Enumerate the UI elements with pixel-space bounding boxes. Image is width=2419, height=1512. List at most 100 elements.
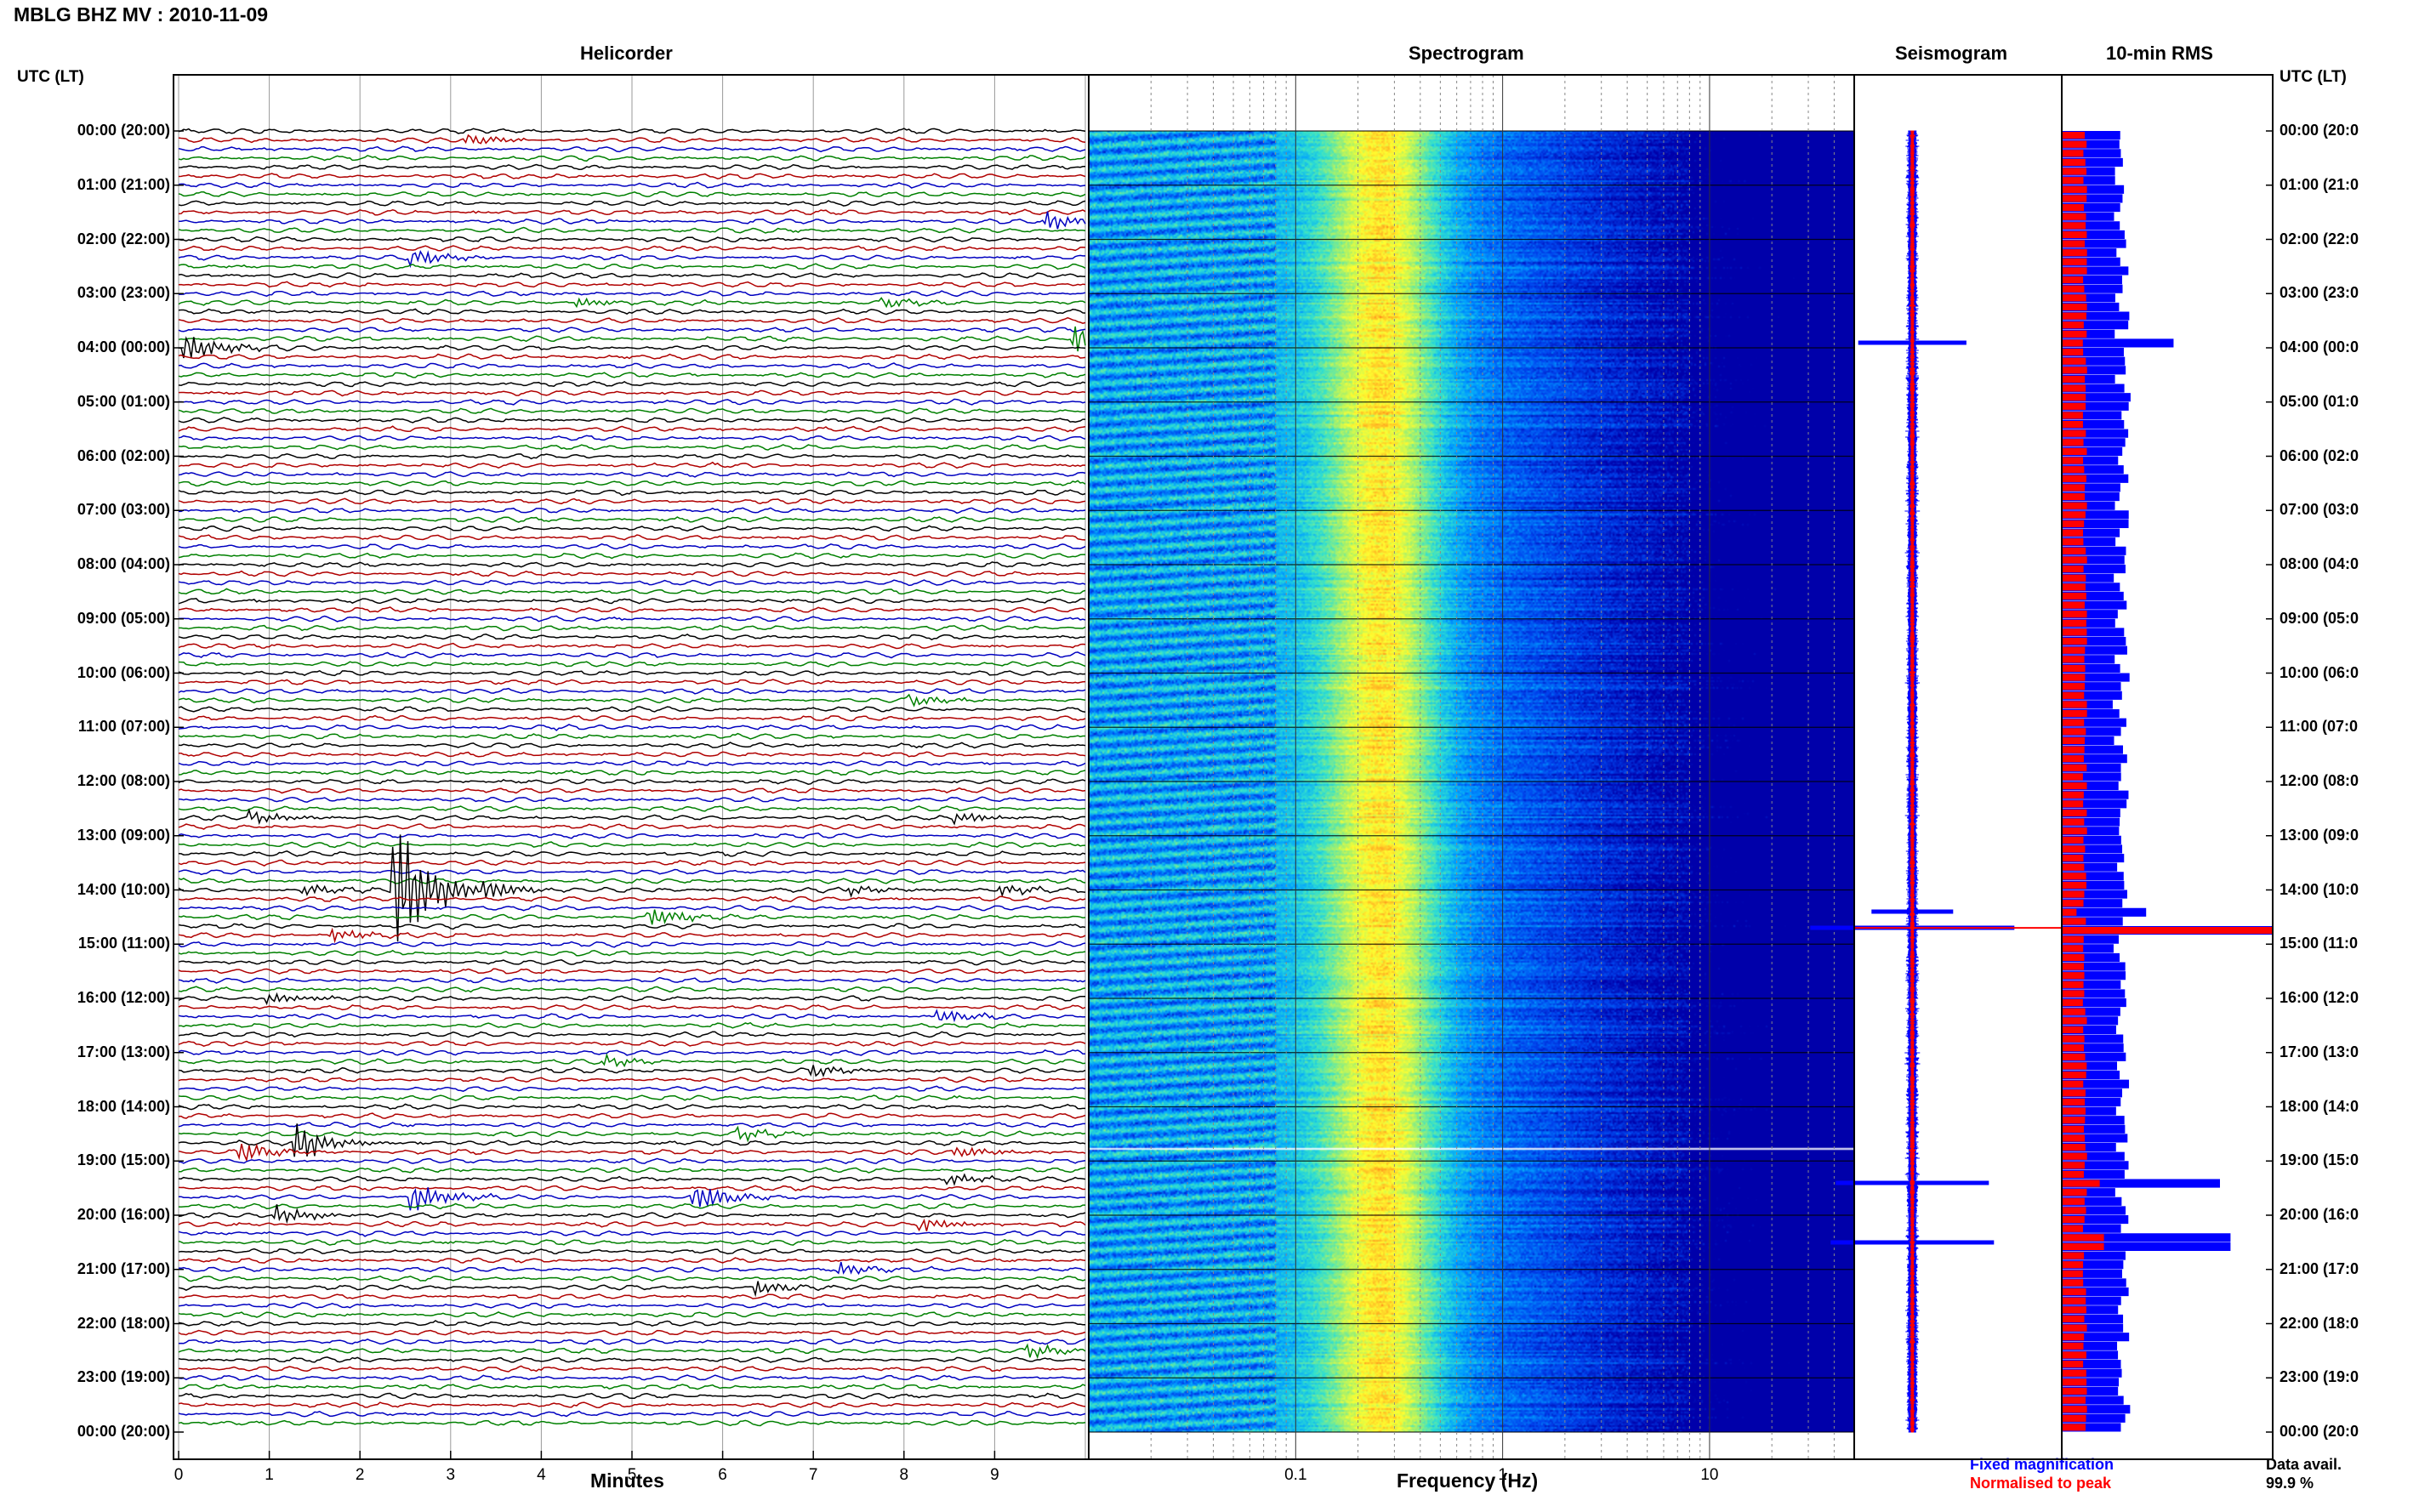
rms-normalised-bar [2062,691,2085,699]
rms-fixed-bar [2062,366,2126,375]
rms-normalised-bar [2062,972,2085,980]
rms-normalised-bar [2062,592,2086,600]
rms-normalised-bar [2062,168,2087,175]
helicorder-trace [179,624,1086,632]
left-time-label: 01:00 (21:00) [77,175,170,193]
right-time-label: 15:00 (11:0 [2280,935,2359,952]
rms-normalised-bar [2062,1026,2084,1033]
rms-fixed-bar [2062,1278,2126,1287]
rms-fixed-bar [2062,266,2129,276]
rms-fixed-bar [2062,1242,2231,1251]
helicorder-trace [178,986,1086,993]
helicorder-trace [178,250,1085,269]
rms-panel [2062,131,2273,1432]
rms-normalised-bar [2062,890,2085,898]
helicorder-trace [178,173,1086,179]
rms-fixed-bar [2062,501,2115,510]
helicorder-trace [179,398,1086,406]
rms-fixed-bar [2062,980,2121,989]
rms-normalised-bar [2062,755,2084,763]
panel-frames [173,74,2274,1460]
rms-normalised-bar [2062,511,2086,519]
rms-fixed-bar [2062,854,2125,863]
helicorder-trace [179,211,1086,230]
rms-normalised-bar [2062,267,2087,275]
helicorder-tick-label: 6 [718,1466,727,1484]
rms-fixed-bar [2062,782,2119,791]
rms-fixed-bar [2062,600,2127,610]
rms-fixed-bar [2062,772,2121,782]
rms-normalised-bar [2062,349,2084,356]
rms-fixed-bar [2062,311,2130,321]
rms-fixed-bar [2062,293,2115,303]
rms-normalised-bar [2062,1297,2086,1305]
rms-normalised-bar [2062,213,2086,220]
spectrogram-tick-label: 1 [1498,1466,1507,1484]
rms-normalised-bar [2062,484,2086,492]
rms-normalised-bar [2062,1008,2086,1015]
rms-normalised-bar [2062,158,2086,166]
rms-fixed-bar [2062,221,2120,230]
rms-normalised-bar [2062,132,2086,139]
helicorder-trace [178,909,1086,925]
helicorder-trace [178,145,1086,153]
rms-normalised-bar [2062,429,2086,437]
rms-normalised-bar [2062,908,2077,916]
rms-normalised-bar [2062,303,2087,310]
rms-normalised-bar [2062,222,2086,230]
rms-fixed-bar [2062,890,2127,899]
rms-fixed-bar [2062,1333,2130,1342]
helicorder-trace [178,543,1086,550]
rms-title: 10-min RMS [2106,43,2213,64]
rms-fixed-bar [2062,230,2125,239]
helicorder-trace [178,1257,1086,1264]
helicorder-trace [178,905,1086,912]
rms-normalised-bar [2062,881,2086,889]
helicorder-trace [178,769,1086,776]
rms-normalised-bar [2062,457,2084,464]
helicorder-trace [178,850,1086,857]
rms-normalised-bar [2062,935,2084,943]
helicorder-trace [178,588,1086,595]
rms-fixed-bar [2062,673,2130,682]
left-time-label: 06:00 (02:00) [77,446,170,464]
helicorder-trace [178,732,1085,740]
rms-fixed-bar [2062,971,2126,981]
helicorder-trace [178,1356,1086,1363]
rms-normalised-bar [2062,619,2086,627]
helicorder-trace [178,1311,1086,1318]
helicorder-tick-label: 0 [174,1466,184,1484]
rms-fixed-bar [2062,1151,2125,1161]
rms-normalised-bar [2062,466,2085,474]
helicorder-trace [178,516,1086,523]
helicorder-trace [178,570,1086,577]
rms-normalised-bar [2062,367,2087,374]
helicorder-trace [178,651,1086,659]
rms-fixed-bar [2062,492,2120,502]
rms-normalised-bar [2062,529,2084,537]
helicorder-trace [178,1085,1086,1092]
rms-normalised-bar [2062,312,2086,320]
rms-fixed-bar [2062,1161,2129,1170]
helicorder-trace [178,941,1086,948]
right-time-label: 03:00 (23:0 [2280,284,2359,302]
helicorder-trace [178,841,1086,849]
helicorder-title: Helicorder [580,43,673,64]
rms-normalised-bar [2062,520,2085,527]
right-time-label: 17:00 (13:0 [2280,1043,2359,1060]
right-time-label: 01:00 (21:0 [2280,175,2359,193]
rms-fixed-bar [2062,655,2115,664]
rms-fixed-bar [2062,1097,2121,1106]
seismogram-frame [1853,74,2063,1460]
helicorder-trace [178,552,1085,560]
rms-fixed-bar [2062,1179,2220,1188]
rms-normalised-bar [2062,195,2087,202]
left-time-label: 22:00 (18:00) [77,1314,170,1332]
rms-fixed-bar [2062,546,2126,555]
helicorder-tick-label: 9 [990,1466,999,1484]
rms-normalised-bar [2062,1179,2100,1187]
rms-normalised-bar [2062,1089,2086,1097]
left-time-label: 00:00 (20:00) [77,1423,170,1440]
helicorder-trace [178,263,1086,270]
helicorder-trace [178,316,1086,324]
